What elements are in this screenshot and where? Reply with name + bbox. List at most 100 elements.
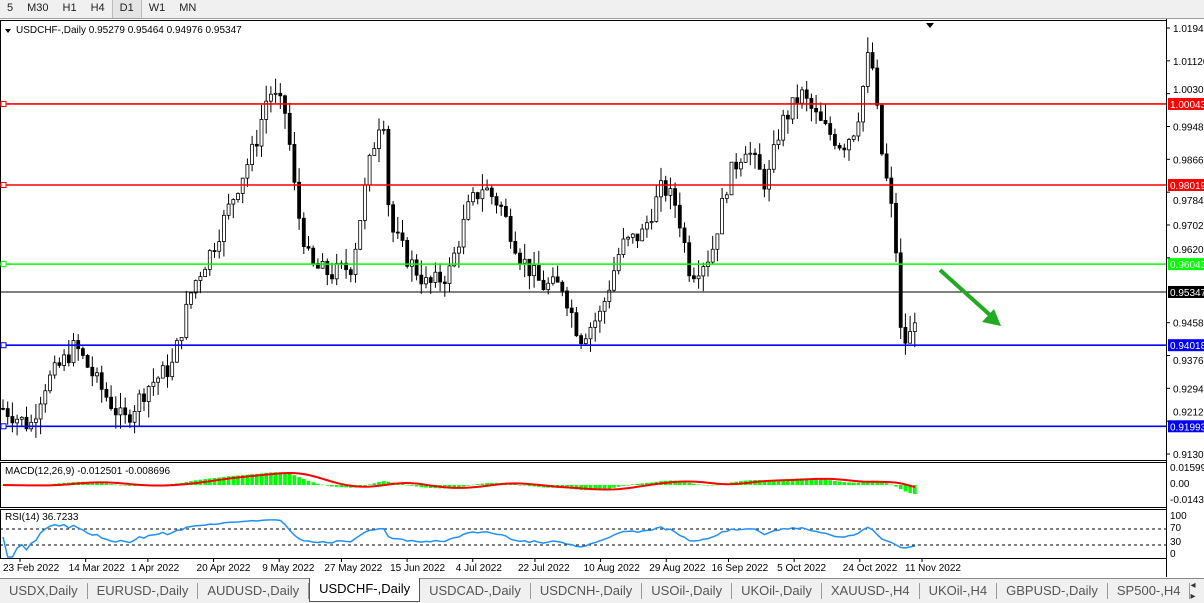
timeframe-d1[interactable]: D1	[111, 0, 142, 18]
candle	[499, 204, 504, 207]
candle	[151, 381, 156, 387]
date-tick-label: 16 Sep 2022	[711, 563, 768, 574]
candle	[245, 164, 250, 179]
chart-tab[interactable]: USDCHF-,Daily	[309, 577, 421, 602]
macd-histogram-bar	[269, 472, 273, 485]
candle	[654, 196, 659, 222]
macd-histogram-bar	[95, 482, 99, 485]
timeframe-w1[interactable]: W1	[148, 2, 166, 14]
candle	[424, 277, 428, 285]
candle	[226, 203, 231, 216]
candle	[358, 220, 363, 250]
macd-histogram-bar	[217, 477, 221, 485]
macd-histogram-bar	[913, 485, 917, 494]
chart-tab[interactable]: UKOil-,H4	[920, 583, 998, 599]
candle	[800, 89, 804, 104]
candle	[715, 233, 720, 250]
date-tick-label: 24 Oct 2022	[843, 563, 898, 574]
candle	[781, 114, 786, 141]
candle	[456, 246, 461, 254]
macd-histogram-bar	[537, 485, 541, 487]
chart-tab[interactable]: USDCAD-,Daily	[420, 583, 531, 599]
macd-histogram-bar	[767, 480, 771, 485]
macd-histogram-bar	[264, 472, 268, 485]
macd-histogram-bar	[410, 485, 414, 486]
macd-tick-label: 0.00	[1170, 479, 1190, 490]
macd-histogram-bar	[306, 480, 311, 485]
timeframe-m30[interactable]: M30	[27, 2, 49, 14]
level-handle[interactable]	[0, 181, 7, 188]
candle	[616, 254, 621, 272]
candle	[569, 307, 574, 314]
candle	[503, 206, 508, 217]
level-handle[interactable]	[0, 261, 7, 268]
price-level-label: 0.96043	[1170, 260, 1204, 271]
candle	[677, 204, 682, 229]
macd-histogram-bar	[424, 485, 428, 488]
candle	[447, 265, 452, 284]
chart-tab[interactable]: UKOil-,Daily	[732, 583, 822, 599]
candle	[884, 153, 889, 179]
macd-histogram-bar	[273, 472, 278, 485]
date-tick-label: 5 Oct 2022	[777, 563, 826, 574]
level-handle[interactable]	[0, 423, 7, 430]
timeframe-5[interactable]: 5	[7, 2, 14, 14]
candle	[395, 231, 400, 234]
macd-histogram-bar	[678, 481, 682, 485]
macd-histogram-bar	[762, 480, 767, 485]
macd-histogram-bar	[344, 485, 348, 488]
level-handle[interactable]	[0, 342, 7, 349]
candle	[48, 374, 52, 392]
chart-tab[interactable]: GBPUSD-,Daily	[997, 583, 1108, 599]
macd-histogram-bar	[607, 485, 612, 489]
candle	[663, 180, 668, 196]
candle	[15, 418, 20, 424]
chart-tab[interactable]: SP500-,H4	[1108, 583, 1191, 599]
collapse-triangle-icon[interactable]	[5, 29, 11, 33]
level-handle[interactable]	[0, 100, 7, 107]
macd-histogram-bar	[837, 481, 842, 485]
chart-tab[interactable]: XAUUSD-,H4	[822, 583, 920, 599]
candle	[414, 259, 419, 276]
candle	[489, 187, 494, 197]
candle	[574, 312, 579, 337]
candle	[123, 407, 128, 416]
macd-histogram-bar	[513, 484, 518, 485]
chart-tab[interactable]: EURUSD-,Daily	[88, 583, 199, 599]
candle	[24, 416, 29, 430]
candle	[828, 123, 833, 135]
macd-histogram-bar	[222, 476, 226, 485]
tab-scroll-arrows-icon[interactable]: ◂ ▸	[1190, 580, 1196, 602]
timeframe-h4[interactable]: H4	[90, 2, 105, 14]
chart-shift-marker-icon[interactable]	[926, 23, 934, 28]
candle	[62, 354, 66, 366]
macd-histogram-bar	[255, 473, 259, 485]
candle	[748, 152, 753, 155]
candle	[118, 407, 123, 416]
date-tick-label: 4 Jul 2022	[456, 563, 503, 574]
candle	[565, 290, 569, 309]
price-chart[interactable]: 1.00043 0.98019 0.96043 0.95347 0.94018 0.919…	[0, 19, 1204, 577]
macd-histogram-bar	[114, 484, 118, 486]
chart-tab[interactable]: AUDUSD-,Daily	[198, 583, 310, 599]
macd-histogram-bar	[635, 483, 640, 485]
macd-histogram-bar	[320, 484, 325, 486]
chart-tab[interactable]: USOil-,Daily	[642, 583, 733, 599]
chart-tab[interactable]: USDCNH-,Daily	[531, 583, 643, 599]
timeframe-h1[interactable]: H1	[62, 2, 77, 14]
candle	[518, 252, 522, 264]
macd-histogram-bar	[898, 485, 903, 490]
timeframe-mn[interactable]: MN	[179, 2, 197, 14]
candle	[330, 274, 334, 280]
macd-histogram-bar	[132, 485, 137, 487]
macd-histogram-bar	[334, 485, 339, 487]
chart-tab[interactable]: USDX,Daily	[0, 583, 88, 599]
macd-histogram-bar	[710, 485, 715, 486]
macd-histogram-bar	[828, 480, 832, 485]
candle	[198, 276, 203, 281]
candle	[104, 388, 109, 398]
